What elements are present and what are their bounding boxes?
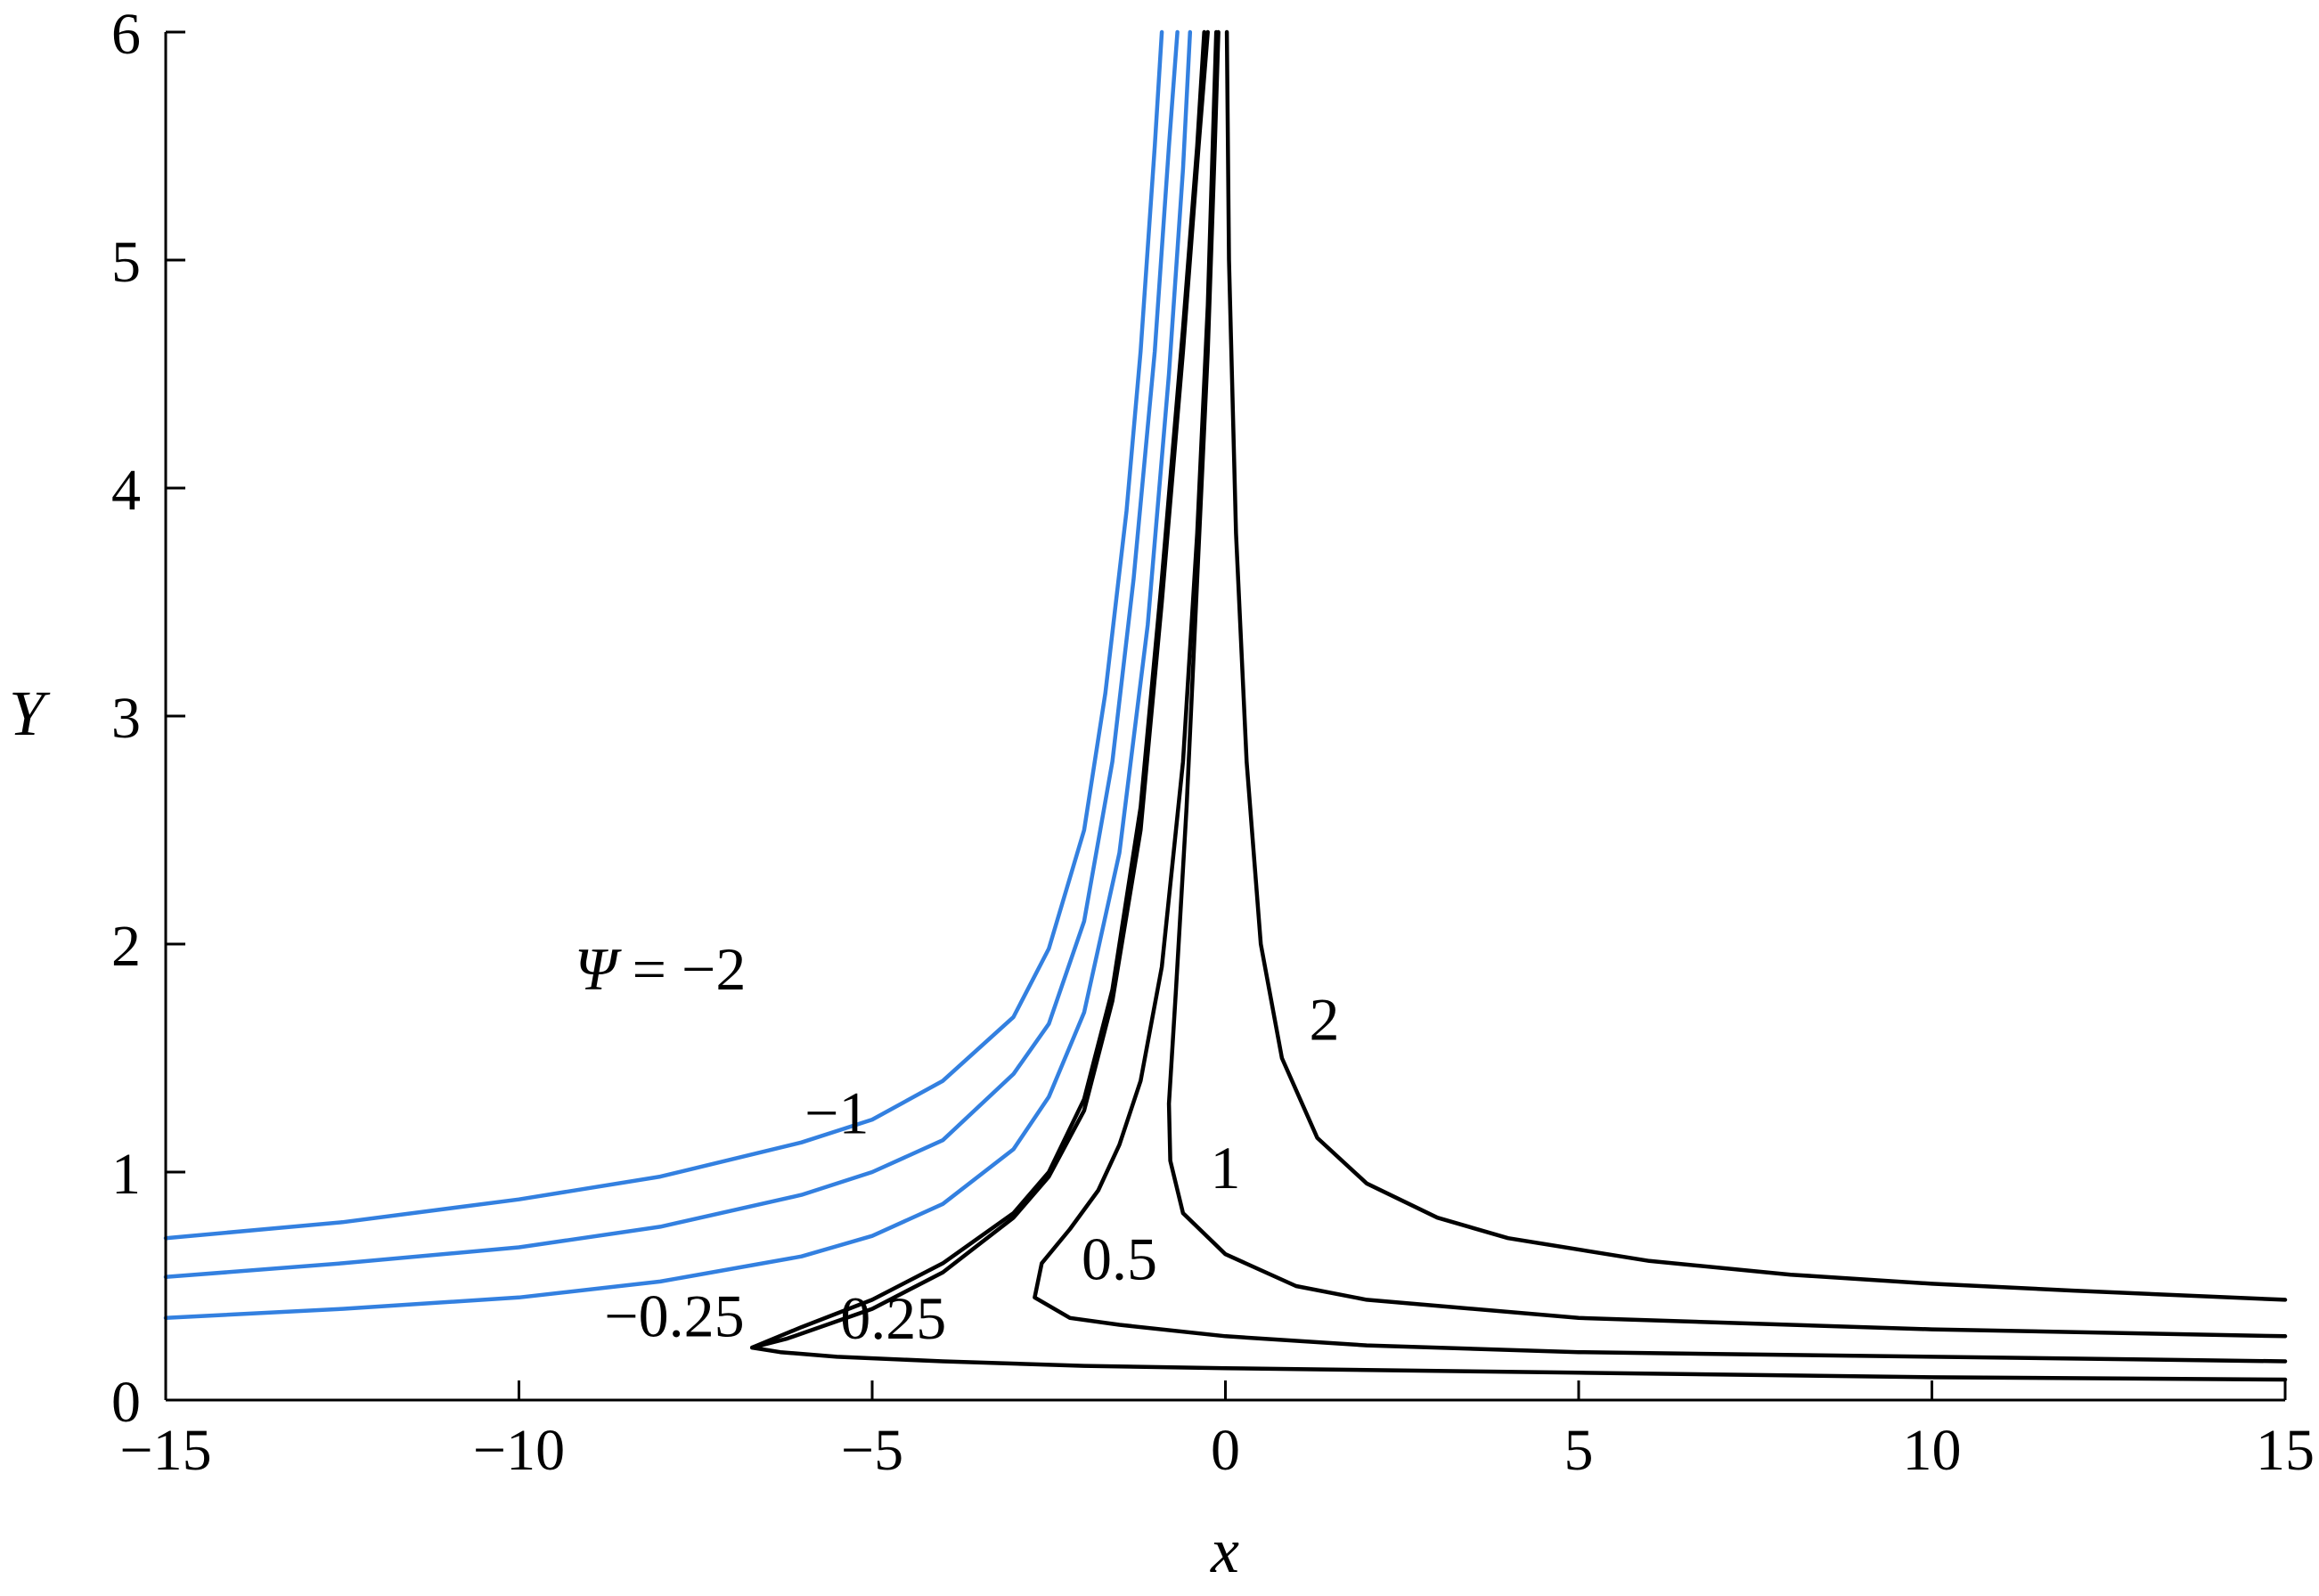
y-tick-label: 6: [111, 2, 141, 67]
curve-label: −0.25: [604, 1282, 744, 1349]
x-tick-label: 5: [1564, 1418, 1594, 1483]
curves-layer: [163, 29, 2288, 1382]
y-tick-label: 5: [111, 230, 141, 295]
y-tick-label: 1: [111, 1142, 141, 1207]
x-axis-title: x: [1210, 1515, 1239, 1586]
x-tick-label: −15: [119, 1418, 211, 1483]
curve-label: Ψ = −2: [575, 935, 747, 1003]
x-tick-label: −10: [473, 1418, 565, 1483]
curve-label: −1: [804, 1079, 869, 1146]
y-tick-label: 0: [111, 1370, 141, 1435]
y-tick-label: 2: [111, 914, 141, 979]
streamline-6: [1033, 29, 2288, 1364]
streamline-7: [1166, 29, 2288, 1339]
streamline-8: [1224, 29, 2288, 1302]
streamline-3: [163, 29, 1193, 1321]
curve-label: 0.5: [1082, 1225, 1157, 1292]
curve-label: 1: [1211, 1134, 1241, 1201]
y-tick-label: 3: [111, 686, 141, 751]
curve-label: 2: [1310, 986, 1340, 1054]
x-tick-label: 10: [1903, 1418, 1962, 1483]
y-tick-label: 4: [111, 458, 141, 523]
streamline-4: [749, 29, 1206, 1350]
x-tick-label: 0: [1211, 1418, 1240, 1483]
x-tick-label: 15: [2256, 1418, 2315, 1483]
axes-layer: −15 −10 −5 0 5 10 15 0 1 2 3 4 5 6: [111, 2, 2315, 1483]
y-axis-title: Y: [9, 678, 51, 749]
streamline-5: [749, 29, 2288, 1382]
curve-label: 0.25: [840, 1284, 946, 1352]
streamline-1: [163, 29, 1164, 1241]
streamline-2: [163, 29, 1180, 1280]
curve-labels-layer: Ψ = −2 −1 1 2 0.5 −0.25 0.25: [575, 935, 1340, 1352]
x-tick-label: −5: [841, 1418, 903, 1483]
